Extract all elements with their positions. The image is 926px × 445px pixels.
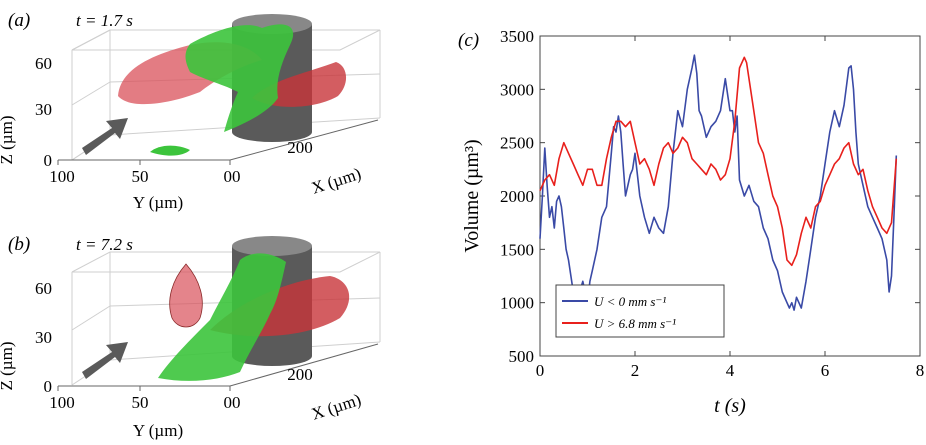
panel-a-x-tick-200: 200	[287, 138, 313, 157]
panel-a-y-tick-0: 00	[224, 167, 241, 186]
x-tick-label: 0	[536, 361, 545, 380]
legend-entry: U < 0 mm s⁻¹	[594, 294, 666, 309]
series-line-blue	[540, 55, 896, 310]
panel-a-x-label: X (µm)	[309, 164, 363, 198]
panel-a-floor	[58, 120, 378, 165]
panel-b-z-label: Z (µm)	[0, 342, 16, 391]
series-line-red	[540, 57, 896, 265]
panel-a: (a) t = 1.7 s	[0, 10, 380, 212]
panel-b-y-tick-50: 50	[132, 393, 149, 412]
panel-b-z-tick-30: 30	[35, 328, 52, 347]
x-tick-label: 2	[631, 361, 640, 380]
panel-b-x-label: X (µm)	[309, 390, 363, 424]
y-tick-label: 3000	[500, 80, 534, 99]
x-tick-label: 8	[916, 361, 925, 380]
panel-a-z-label: Z (µm)	[0, 116, 16, 165]
panel-b-x-tick-200: 200	[287, 365, 313, 384]
panel-c: (c) 0 2 4 6 8 500 1000 1500 2000 2500 3000 3500 t (s…	[458, 27, 924, 417]
y-tick-label: 2000	[500, 187, 534, 206]
y-tick-label: 1000	[500, 294, 534, 313]
y-tick-label: 500	[509, 347, 535, 366]
panel-c-label: (c)	[458, 30, 479, 51]
panel-b-flow-arrow	[82, 342, 128, 379]
y-tick-label: 3500	[500, 27, 534, 46]
panel-a-flow-arrow	[82, 118, 128, 155]
panel-a-y-tick-50: 50	[132, 167, 149, 186]
x-axis-label: t (s)	[714, 395, 746, 417]
y-axis-label: Volume (µm³)	[461, 139, 483, 252]
panel-b-y-tick-100: 100	[49, 393, 75, 412]
y-tick-label: 1500	[500, 240, 534, 259]
panel-b-label: (b)	[8, 234, 30, 255]
x-tick-label: 4	[726, 361, 735, 380]
panel-a-z-tick-60: 60	[35, 54, 52, 73]
panel-a-z-tick-30: 30	[35, 100, 52, 119]
panel-a-y-label: Y (µm)	[133, 193, 183, 212]
x-tick-label: 6	[821, 361, 830, 380]
panel-b: (b) t = 7.2 s	[0, 234, 380, 440]
legend-entry: U > 6.8 mm s⁻¹	[594, 316, 676, 331]
panel-a-label: (a)	[8, 10, 30, 31]
panel-b-y-label: Y (µm)	[133, 421, 183, 440]
y-tick-label: 2500	[500, 134, 534, 153]
panel-a-time: t = 1.7 s	[76, 11, 133, 30]
panel-b-time: t = 7.2 s	[76, 235, 133, 254]
panel-a-y-tick-100: 100	[49, 167, 75, 186]
panel-b-y-tick-0: 00	[224, 393, 241, 412]
panel-b-z-tick-60: 60	[35, 279, 52, 298]
line-chart: 0 2 4 6 8 500 1000 1500 2000 2500 3000 3500 t (s) Vol…	[461, 27, 924, 417]
